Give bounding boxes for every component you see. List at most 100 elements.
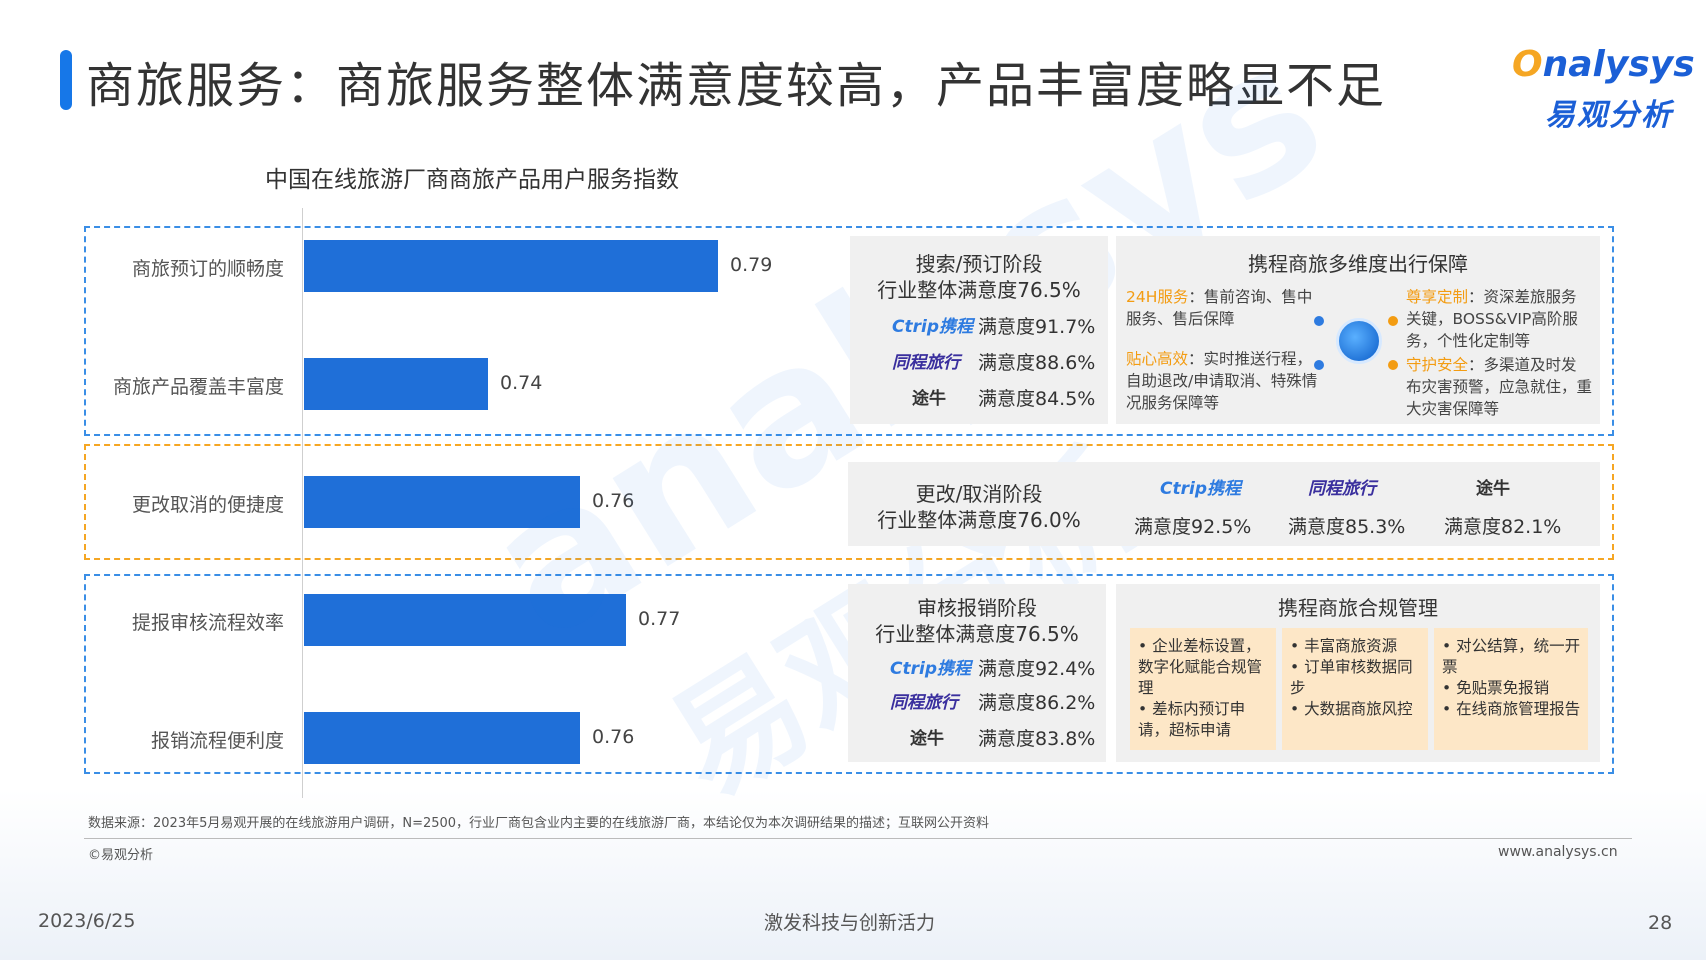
- bar: [304, 712, 580, 764]
- group-frame-booking: [84, 226, 1614, 436]
- guarantee-label-safety: 守护安全: [1406, 356, 1469, 374]
- category-label: 提报审核流程效率: [131, 612, 284, 634]
- guarantee-text-safety: ：多渠道及时发布灾害预警，应急就住，重大灾害保障等: [1406, 356, 1593, 418]
- guarantee-item-efficient: 贴心高效：实时推送行程，自助退改/申请取消、特殊情况服务保障等: [1126, 348, 1326, 414]
- panel-guarantee-title: 携程商旅多维度出行保障: [1248, 252, 1468, 276]
- logo-en-text: nalysys: [1542, 44, 1695, 85]
- title-accent-bar: [60, 50, 72, 110]
- compliance-item-text: 免贴票免报销: [1456, 679, 1550, 697]
- tuniu-satisfaction: 满意度82.1%: [1444, 516, 1562, 538]
- panel-change-subtitle: 行业整体满意度76.0%: [877, 508, 1081, 532]
- data-label: 0.76: [592, 490, 635, 512]
- compliance-item: • 订单审核数据同步: [1290, 658, 1413, 697]
- ly-satisfaction: 满意度86.2%: [978, 692, 1096, 714]
- logo-cn-text: 易观分析: [1545, 98, 1673, 133]
- guarantee-label-24h: 24H服务: [1126, 288, 1189, 306]
- tuniu-satisfaction: 满意度84.5%: [978, 388, 1096, 410]
- bar: [304, 594, 626, 646]
- report-date: 2023/6/25: [38, 910, 136, 932]
- globe-icon: [1336, 318, 1382, 364]
- tuniu-satisfaction: 满意度83.8%: [978, 728, 1096, 750]
- city-skyline-background: [0, 790, 1706, 960]
- guarantee-text-24h: ：售前咨询、售中服务、售后保障: [1126, 288, 1313, 328]
- tuniu-logo: 途牛: [910, 729, 944, 749]
- panel-compliance-title: 携程商旅合规管理: [1278, 596, 1438, 620]
- ctrip-logo: Ctrip携程: [1160, 479, 1241, 499]
- compliance-item-text: 丰富商旅资源: [1304, 637, 1398, 655]
- data-label: 0.74: [500, 372, 543, 394]
- guarantee-text-custom: ：资深差旅服务关键，BOSS&VIP高阶服务，个性化定制等: [1406, 288, 1578, 350]
- panel-review-title: 审核报销阶段: [917, 596, 1037, 620]
- guarantee-item-24h: 24H服务：售前咨询、售中服务、售后保障: [1126, 286, 1316, 330]
- category-label: 报销流程便利度: [150, 730, 284, 752]
- panel-review-subtitle: 行业整体满意度76.5%: [875, 622, 1079, 646]
- dot-icon: [1314, 360, 1324, 370]
- data-label: 0.76: [592, 726, 635, 748]
- compliance-item-text: 差标内预订申请，超标申请: [1138, 700, 1246, 739]
- compliance-box-1: • 企业差标设置，数字化赋能合规管理 • 差标内预订申请，超标申请: [1130, 628, 1276, 750]
- ctrip-satisfaction: 满意度92.4%: [978, 658, 1096, 680]
- guarantee-item-safety: 守护安全：多渠道及时发布灾害预警，应急就住，重大灾害保障等: [1406, 354, 1592, 420]
- analysys-logo: Onalysys: [1512, 44, 1695, 85]
- compliance-item: • 企业差标设置，数字化赋能合规管理: [1138, 637, 1263, 697]
- guarantee-label-efficient: 贴心高效: [1126, 350, 1189, 368]
- compliance-item: • 对公结算，统一开票: [1442, 637, 1581, 676]
- compliance-box-3: • 对公结算，统一开票 • 免贴票免报销 • 在线商旅管理报告: [1434, 628, 1588, 750]
- tuniu-logo: 途牛: [912, 389, 946, 409]
- compliance-item-text: 大数据商旅风控: [1304, 700, 1413, 718]
- dot-icon: [1388, 316, 1398, 326]
- footer-divider: [84, 838, 1632, 839]
- data-source-note: 数据来源：2023年5月易观开展的在线旅游用户调研，N=2500，行业厂商包含业…: [88, 816, 990, 831]
- ctrip-logo: Ctrip携程: [890, 659, 971, 679]
- ctrip-logo: Ctrip携程: [892, 317, 973, 337]
- group-frame-review: [84, 574, 1614, 774]
- compliance-item-text: 对公结算，统一开票: [1442, 637, 1581, 676]
- copyright: ©易观分析: [88, 848, 154, 863]
- compliance-item-text: 在线商旅管理报告: [1456, 700, 1581, 718]
- group-frame-change: [84, 444, 1614, 560]
- ly-logo: 同程旅行: [1308, 479, 1376, 499]
- panel-review-reimburse: 审核报销阶段 行业整体满意度76.5% Ctrip携程 满意度92.4% 同程旅…: [848, 584, 1106, 762]
- category-label: 更改取消的便捷度: [131, 494, 284, 516]
- compliance-box-2: • 丰富商旅资源 • 订单审核数据同步 • 大数据商旅风控: [1282, 628, 1428, 750]
- compliance-item-text: 订单审核数据同步: [1290, 658, 1413, 697]
- data-label: 0.77: [638, 608, 681, 630]
- ctrip-satisfaction: 满意度92.5%: [1134, 516, 1252, 538]
- panel-ctrip-compliance: 携程商旅合规管理 • 企业差标设置，数字化赋能合规管理 • 差标内预订申请，超标…: [1116, 584, 1600, 762]
- category-label: 商旅预订的顺畅度: [131, 258, 284, 280]
- guarantee-text-efficient: ：实时推送行程，自助退改/申请取消、特殊情况服务保障等: [1126, 350, 1318, 412]
- panel-ctrip-guarantee: 携程商旅多维度出行保障 24H服务：售前咨询、售中服务、售后保障 贴心高效：实时…: [1116, 236, 1600, 424]
- slogan: 激发科技与创新活力: [764, 912, 936, 934]
- bar: [304, 240, 718, 292]
- ly-logo: 同程旅行: [890, 693, 958, 713]
- ly-satisfaction: 满意度85.3%: [1288, 516, 1406, 538]
- dot-icon: [1314, 316, 1324, 326]
- bar: [304, 358, 488, 410]
- website-link[interactable]: www.analysys.cn: [1498, 844, 1618, 860]
- bar: [304, 476, 580, 528]
- tuniu-logo: 途牛: [1476, 479, 1510, 499]
- compliance-item: • 免贴票免报销: [1442, 679, 1550, 697]
- panel-change-title: 更改/取消阶段: [915, 482, 1043, 506]
- compliance-item: • 在线商旅管理报告: [1442, 700, 1581, 718]
- guarantee-label-custom: 尊享定制: [1406, 288, 1469, 306]
- compliance-item-text: 企业差标设置，数字化赋能合规管理: [1138, 637, 1263, 697]
- panel-search-subtitle: 行业整体满意度76.5%: [877, 278, 1081, 302]
- dot-icon: [1388, 360, 1398, 370]
- compliance-item: • 丰富商旅资源: [1290, 637, 1398, 655]
- page-number: 28: [1648, 912, 1673, 934]
- ly-logo: 同程旅行: [892, 353, 960, 373]
- logo-o: O: [1512, 44, 1543, 85]
- panel-search-title: 搜索/预订阶段: [915, 252, 1043, 276]
- compliance-item: • 差标内预订申请，超标申请: [1138, 700, 1246, 739]
- chart-title: 中国在线旅游厂商商旅产品用户服务指数: [265, 167, 679, 193]
- ctrip-satisfaction: 满意度91.7%: [978, 316, 1096, 338]
- compliance-item: • 大数据商旅风控: [1290, 700, 1413, 718]
- page-title: 商旅服务：商旅服务整体满意度较高，产品丰富度略显不足: [86, 58, 1387, 114]
- data-label: 0.79: [730, 254, 773, 276]
- ly-satisfaction: 满意度88.6%: [978, 352, 1096, 374]
- guarantee-item-custom: 尊享定制：资深差旅服务关键，BOSS&VIP高阶服务，个性化定制等: [1406, 286, 1592, 352]
- panel-search-booking: 搜索/预订阶段 行业整体满意度76.5% Ctrip携程 满意度91.7% 同程…: [850, 236, 1108, 424]
- panel-change-cancel: 更改/取消阶段 行业整体满意度76.0% Ctrip携程 满意度92.5% 同程…: [848, 462, 1600, 546]
- y-axis-line: [302, 208, 303, 798]
